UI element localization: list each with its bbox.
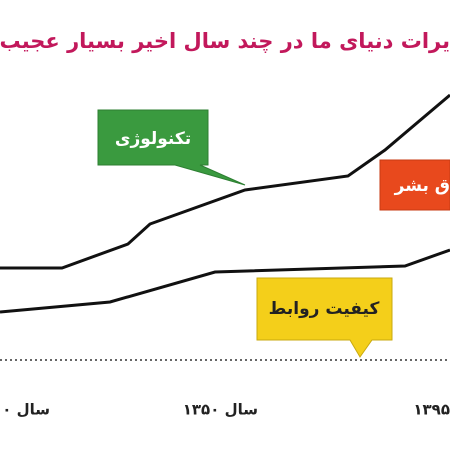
title: یرات دنیای ما در چند سال اخیر بسیار عجیب… xyxy=(0,29,450,53)
callout-label: تکنولوژی xyxy=(115,129,191,149)
callout-label: کیفیت روابط xyxy=(269,299,380,319)
callout-label: ق بشر xyxy=(394,176,450,196)
relationships-callout: کیفیت روابط xyxy=(256,277,393,358)
technology-curve xyxy=(0,93,450,270)
humanity-callout: ق بشر xyxy=(379,159,450,211)
time-label: ۱۳۹۵ xyxy=(413,401,450,419)
callout-box xyxy=(97,109,246,186)
humanity-curve xyxy=(0,248,450,314)
time-label: سال ۰ xyxy=(2,401,50,419)
callout-box xyxy=(379,159,450,211)
technology-callout: تکنولوژی xyxy=(97,109,246,186)
time-label: سال ۱۳۵۰ xyxy=(183,401,258,419)
callout-box xyxy=(256,277,393,358)
